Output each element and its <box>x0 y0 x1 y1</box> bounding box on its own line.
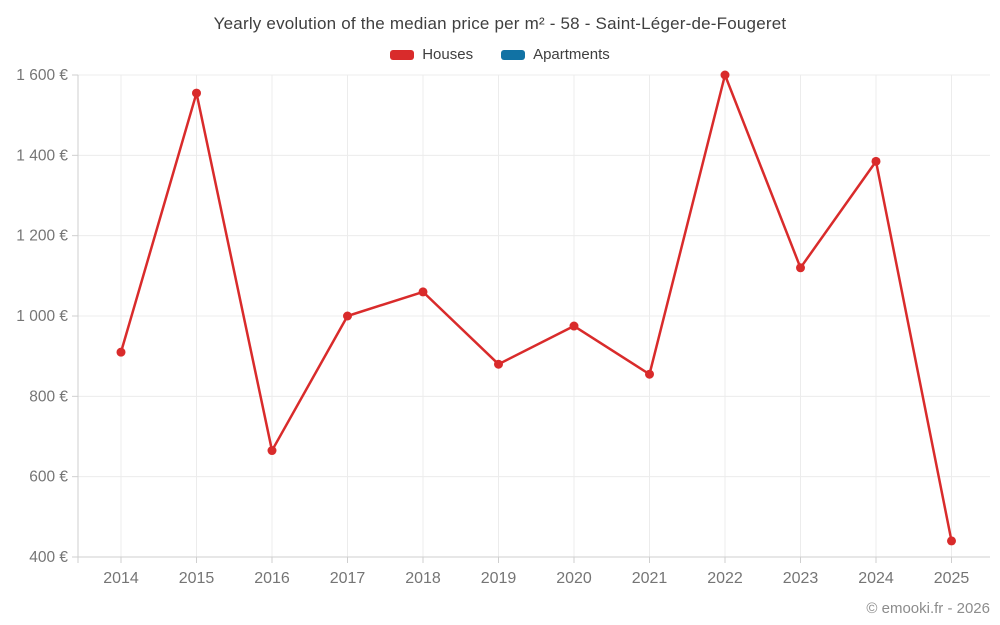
houses-data-point[interactable] <box>720 70 730 80</box>
houses-data-point[interactable] <box>645 369 654 379</box>
houses-data-point[interactable] <box>192 88 201 98</box>
y-axis-label: 1 400 € <box>16 147 68 164</box>
houses-data-point[interactable] <box>116 347 126 357</box>
houses-data-point[interactable] <box>871 156 881 166</box>
houses-legend-swatch-icon <box>390 49 415 60</box>
x-axis-label: 2015 <box>179 570 215 587</box>
houses-data-point[interactable] <box>418 287 428 297</box>
legend-label-houses: Houses <box>422 46 474 63</box>
houses-data-point[interactable] <box>796 263 805 273</box>
legend-label-apartments: Apartments <box>533 46 610 63</box>
x-axis-label: 2018 <box>405 570 441 587</box>
x-axis-label: 2019 <box>481 570 517 587</box>
houses-data-point[interactable] <box>267 446 277 456</box>
x-axis-label: 2024 <box>858 570 894 587</box>
houses-data-point[interactable] <box>569 321 579 331</box>
houses-data-point[interactable] <box>343 311 352 321</box>
houses-series-line <box>119 73 953 543</box>
y-axis-label: 1 600 € <box>16 67 68 84</box>
x-axis-label: 2014 <box>103 570 139 587</box>
houses-data-point[interactable] <box>494 359 503 369</box>
x-axis-label: 2021 <box>632 570 668 587</box>
y-axis-label: 400 € <box>29 549 68 566</box>
legend-item-houses[interactable]: Houses <box>390 46 473 63</box>
copyright-footer: © emooki.fr - 2026 <box>866 600 990 617</box>
houses-data-point[interactable] <box>947 536 956 546</box>
x-axis-label: 2022 <box>707 570 743 587</box>
chart-title: Yearly evolution of the median price per… <box>213 14 787 33</box>
y-axis-label: 1 200 € <box>16 228 68 245</box>
x-axis-label: 2023 <box>783 570 819 587</box>
x-axis-label: 2025 <box>934 570 970 587</box>
y-axis-label: 600 € <box>29 469 68 486</box>
legend: Houses Apartments <box>0 46 1000 63</box>
x-axis-label: 2017 <box>330 570 366 587</box>
y-axis-label: 800 € <box>29 388 68 405</box>
legend-item-apartments[interactable]: Apartments <box>501 46 610 63</box>
x-axis-label: 2020 <box>556 570 592 587</box>
apartments-legend-swatch-icon <box>501 49 526 60</box>
y-axis-label: 1 000 € <box>16 308 68 325</box>
x-axis-label: 2016 <box>254 570 290 587</box>
